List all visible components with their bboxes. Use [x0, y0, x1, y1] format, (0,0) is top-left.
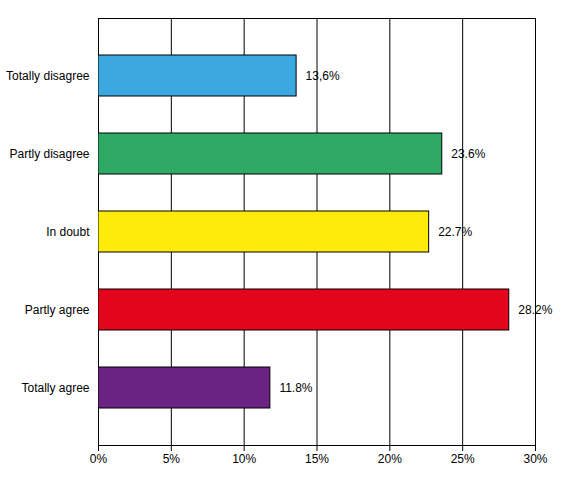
- svg-text:15%: 15%: [305, 452, 329, 466]
- svg-text:25%: 25%: [451, 452, 475, 466]
- svg-text:In doubt: In doubt: [46, 225, 90, 239]
- svg-text:23.6%: 23.6%: [451, 147, 485, 161]
- svg-text:5%: 5%: [163, 452, 181, 466]
- svg-text:22.7%: 22.7%: [438, 225, 472, 239]
- svg-text:20%: 20%: [378, 452, 402, 466]
- svg-text:28.2%: 28.2%: [518, 303, 552, 317]
- svg-text:Partly disagree: Partly disagree: [9, 147, 89, 161]
- svg-text:10%: 10%: [232, 452, 256, 466]
- svg-text:Totally agree: Totally agree: [21, 381, 89, 395]
- svg-text:0%: 0%: [90, 452, 108, 466]
- svg-text:30%: 30%: [523, 452, 547, 466]
- svg-text:13,6%: 13,6%: [306, 69, 340, 83]
- svg-text:Totally disagree: Totally disagree: [6, 69, 90, 83]
- svg-text:11.8%: 11.8%: [279, 381, 312, 395]
- svg-text:Partly agree: Partly agree: [25, 303, 90, 317]
